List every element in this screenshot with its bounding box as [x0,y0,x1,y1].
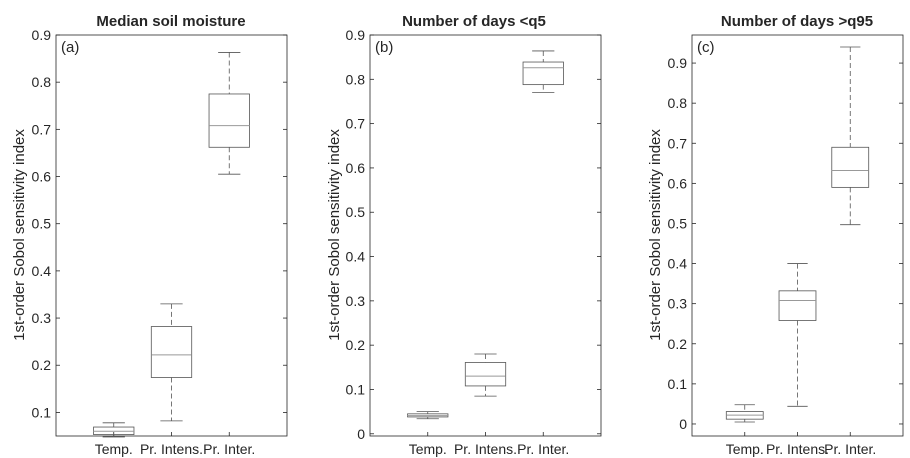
plot-area: 0 0.1 0.2 0.3 0.4 0.5 0.6 0.7 0.8 0.9 Temp. Pr. Int… [346,27,602,457]
iqr-box [831,146,870,188]
y-tick-label: 0.6 [668,175,688,191]
y-tick-label: 0.3 [32,310,52,326]
x-tick-label: Pr. Inter. [517,441,569,457]
y-tick-label: 0.2 [32,357,52,373]
plot-area: 0.1 0.2 0.3 0.4 0.5 0.6 0.7 0.8 0.9 Temp. Pr. Inte… [32,27,288,457]
y-tick-label: 0 [357,426,365,442]
panel-label: (b) [375,39,393,56]
y-tick-label: 0.1 [668,376,688,392]
y-tick-label: 0.8 [668,95,688,111]
iqr-box [208,93,250,148]
boxplot-temp [407,411,449,420]
y-tick-label: 0.9 [346,27,366,43]
y-tick-label: 0.8 [346,71,366,87]
y-tick-label: 0.2 [668,336,688,352]
y-tick-label: 0.9 [32,27,52,43]
y-tick-label: 0.7 [346,116,366,132]
x-tick-label: Temp. [95,441,133,457]
boxplot-temp [93,422,135,438]
chart-title: Number of days >q95 [721,13,873,30]
y-tick-label: 0.4 [346,249,366,265]
panel-days-below-q5: Number of days <q5 1st-order Sobol sensi… [326,13,602,457]
boxplot-pr-intens [778,263,817,407]
y-tick-label: 0.7 [668,135,688,151]
y-tick-label: 0.3 [668,296,688,312]
y-tick-label: 0.4 [32,263,52,279]
y-tick-label: 0.5 [32,216,52,232]
panel-label: (c) [697,39,715,56]
y-tick-label: 0.2 [346,337,366,353]
panel-days-above-q95: Number of days >q95 1st-order Sobol sens… [647,13,904,457]
y-tick-label: 0.5 [346,204,366,220]
boxplot-temp [725,404,764,423]
y-tick-label: 0.3 [346,293,366,309]
y-tick-label: 0.1 [32,404,52,420]
boxplot-pr-inter [522,50,564,94]
y-tick-label: 0.1 [346,381,366,397]
y-tick-label: 0.7 [32,121,52,137]
chart-title: Number of days <q5 [402,13,546,30]
panel-label: (a) [61,39,79,56]
x-tick-label: Temp. [726,441,764,457]
iqr-box [778,290,817,321]
boxplot-pr-inter [208,52,250,175]
axes-frame [691,34,904,437]
y-axis-label: 1st-order Sobol sensitivity index [326,129,343,341]
x-tick-label: Pr. Intens. [766,441,829,457]
y-tick-label: 0.9 [668,55,688,71]
y-tick-label: 0.5 [668,215,688,231]
y-tick-label: 0.4 [668,256,688,272]
y-tick-label: 0.8 [32,74,52,90]
boxplot-pr-intens [464,353,507,397]
y-tick-label: 0.6 [32,169,52,185]
axes-frame [55,34,288,437]
x-tick-label: Pr. Inter. [824,441,876,457]
x-tick-label: Pr. Inter. [203,441,255,457]
y-tick-label: 0.6 [346,160,366,176]
y-axis-label: 1st-order Sobol sensitivity index [11,129,28,341]
x-tick-label: Pr. Intens. [140,441,203,457]
y-tick-label: 0 [679,416,687,432]
iqr-box [522,61,564,86]
iqr-box [150,326,193,378]
boxplot-pr-intens [150,303,193,422]
x-tick-label: Temp. [409,441,447,457]
boxplot-pr-inter [831,46,870,226]
panel-median-soil-moisture: Median soil moisture 1st-order Sobol sen… [11,13,288,457]
chart-title: Median soil moisture [96,13,245,30]
x-tick-label: Pr. Intens. [454,441,517,457]
y-axis-label: 1st-order Sobol sensitivity index [647,129,664,341]
iqr-box [464,362,507,387]
